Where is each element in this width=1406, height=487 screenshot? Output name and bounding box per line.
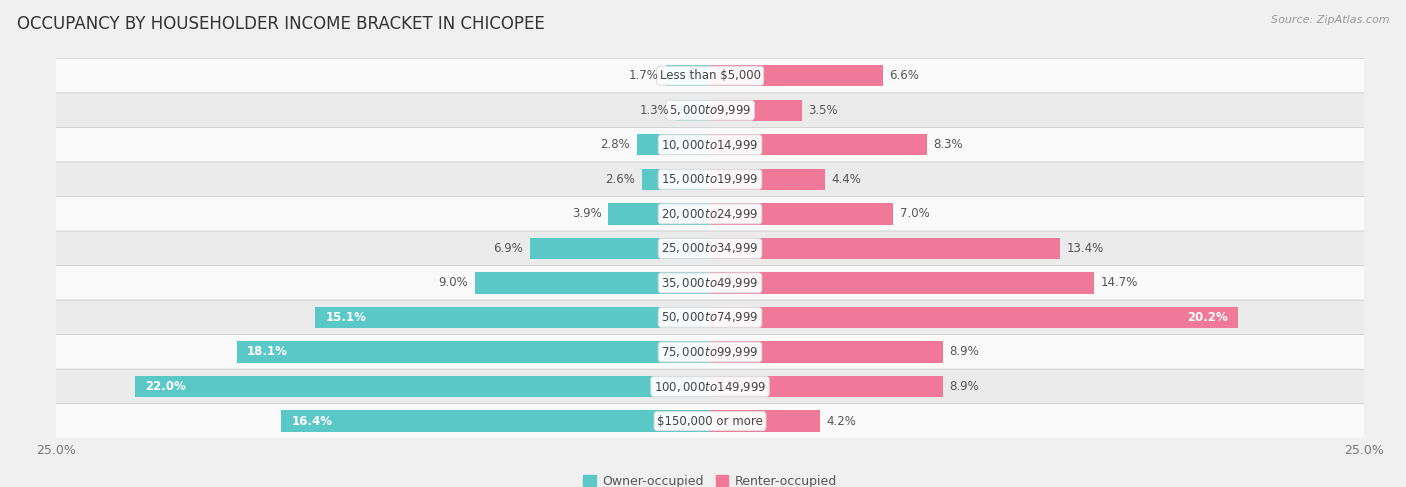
Bar — [710, 134, 927, 155]
Text: $100,000 to $149,999: $100,000 to $149,999 — [654, 379, 766, 393]
FancyBboxPatch shape — [30, 300, 1391, 335]
FancyBboxPatch shape — [30, 162, 1391, 197]
Text: $25,000 to $34,999: $25,000 to $34,999 — [661, 242, 759, 255]
Text: Less than $5,000: Less than $5,000 — [659, 69, 761, 82]
Text: Source: ZipAtlas.com: Source: ZipAtlas.com — [1271, 15, 1389, 25]
Bar — [281, 411, 710, 432]
Bar — [710, 99, 801, 121]
Bar — [710, 65, 883, 86]
Bar — [643, 169, 710, 190]
Text: 14.7%: 14.7% — [1101, 277, 1139, 289]
FancyBboxPatch shape — [30, 231, 1391, 265]
Text: OCCUPANCY BY HOUSEHOLDER INCOME BRACKET IN CHICOPEE: OCCUPANCY BY HOUSEHOLDER INCOME BRACKET … — [17, 15, 544, 33]
FancyBboxPatch shape — [30, 265, 1391, 300]
Text: $50,000 to $74,999: $50,000 to $74,999 — [661, 310, 759, 324]
Text: 20.2%: 20.2% — [1187, 311, 1227, 324]
Text: 8.9%: 8.9% — [949, 345, 979, 358]
Text: 8.3%: 8.3% — [934, 138, 963, 151]
Text: 1.7%: 1.7% — [628, 69, 659, 82]
Text: $10,000 to $14,999: $10,000 to $14,999 — [661, 138, 759, 152]
Text: 1.3%: 1.3% — [640, 104, 669, 117]
Text: 15.1%: 15.1% — [326, 311, 367, 324]
Bar — [710, 376, 943, 397]
Text: 8.9%: 8.9% — [949, 380, 979, 393]
Text: 4.2%: 4.2% — [827, 414, 856, 428]
FancyBboxPatch shape — [30, 128, 1391, 162]
FancyBboxPatch shape — [30, 404, 1391, 438]
Bar — [710, 203, 893, 225]
Bar — [607, 203, 710, 225]
Bar — [665, 65, 710, 86]
Text: $75,000 to $99,999: $75,000 to $99,999 — [661, 345, 759, 359]
Text: 13.4%: 13.4% — [1067, 242, 1104, 255]
FancyBboxPatch shape — [30, 93, 1391, 128]
Text: 3.9%: 3.9% — [572, 207, 602, 220]
Bar — [135, 376, 710, 397]
FancyBboxPatch shape — [30, 335, 1391, 369]
Bar — [710, 411, 820, 432]
FancyBboxPatch shape — [30, 58, 1391, 93]
Bar — [710, 238, 1060, 259]
Text: $20,000 to $24,999: $20,000 to $24,999 — [661, 207, 759, 221]
FancyBboxPatch shape — [30, 197, 1391, 231]
Bar — [676, 99, 710, 121]
Text: 2.6%: 2.6% — [606, 173, 636, 186]
Text: 9.0%: 9.0% — [439, 277, 468, 289]
Text: $35,000 to $49,999: $35,000 to $49,999 — [661, 276, 759, 290]
Bar — [236, 341, 710, 363]
Text: 22.0%: 22.0% — [145, 380, 186, 393]
Bar — [710, 169, 825, 190]
Text: $5,000 to $9,999: $5,000 to $9,999 — [669, 103, 751, 117]
Text: 6.9%: 6.9% — [494, 242, 523, 255]
Text: 7.0%: 7.0% — [900, 207, 929, 220]
Bar — [530, 238, 710, 259]
Text: 18.1%: 18.1% — [247, 345, 288, 358]
Bar — [710, 341, 943, 363]
Text: 16.4%: 16.4% — [291, 414, 333, 428]
Text: 3.5%: 3.5% — [808, 104, 838, 117]
Bar — [637, 134, 710, 155]
Text: $15,000 to $19,999: $15,000 to $19,999 — [661, 172, 759, 187]
Text: 4.4%: 4.4% — [831, 173, 862, 186]
Text: 6.6%: 6.6% — [889, 69, 920, 82]
Legend: Owner-occupied, Renter-occupied: Owner-occupied, Renter-occupied — [578, 470, 842, 487]
FancyBboxPatch shape — [30, 369, 1391, 404]
Bar — [475, 272, 710, 294]
Text: $150,000 or more: $150,000 or more — [657, 414, 763, 428]
Text: 2.8%: 2.8% — [600, 138, 630, 151]
Bar — [315, 307, 710, 328]
Bar — [710, 272, 1094, 294]
Bar — [710, 307, 1239, 328]
